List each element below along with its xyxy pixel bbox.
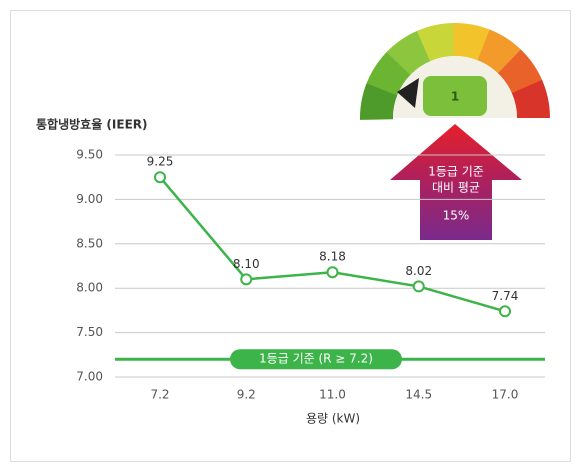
reference-label: 1등급 기준 (R ≥ 7.2) [259, 352, 373, 366]
point [500, 306, 510, 316]
annotation-highlight: 15% [443, 209, 470, 223]
y-axis-label: 통합냉방효율 (IEER) [36, 117, 148, 132]
point [155, 172, 165, 182]
data-label: 8.18 [319, 250, 346, 264]
data-label: 7.74 [492, 289, 519, 303]
x-tick-label: 7.2 [150, 388, 169, 402]
point [241, 274, 251, 284]
y-tick-label: 8.50 [76, 236, 103, 250]
x-tick-label: 17.0 [492, 388, 519, 402]
x-tick-label: 14.5 [405, 388, 432, 402]
x-tick-label: 11.0 [319, 388, 346, 402]
point [328, 267, 338, 277]
y-tick-label: 7.50 [76, 325, 103, 339]
gauge: 1 [360, 23, 550, 120]
y-tick-label: 7.00 [76, 370, 103, 384]
annotation-line: 1등급 기준 [428, 165, 484, 179]
x-axis-label: 용량 (kW) [306, 412, 360, 426]
annotation-line: 대비 평균 [432, 181, 480, 195]
point [414, 281, 424, 291]
data-label: 8.10 [233, 257, 260, 271]
data-label: 8.02 [405, 264, 432, 278]
x-tick-label: 9.2 [237, 388, 256, 402]
y-tick-label: 9.00 [76, 192, 103, 206]
y-tick-label: 9.50 [76, 148, 103, 162]
chart: 1 통합냉방효율 (IEER) 용량 (kW) 1등급 기준 대비 평균 15%… [0, 0, 581, 467]
gauge-label: 1 [451, 90, 459, 104]
page: 1 통합냉방효율 (IEER) 용량 (kW) 1등급 기준 대비 평균 15%… [0, 0, 581, 467]
y-tick-label: 8.00 [76, 281, 103, 295]
data-label: 9.25 [147, 155, 174, 169]
